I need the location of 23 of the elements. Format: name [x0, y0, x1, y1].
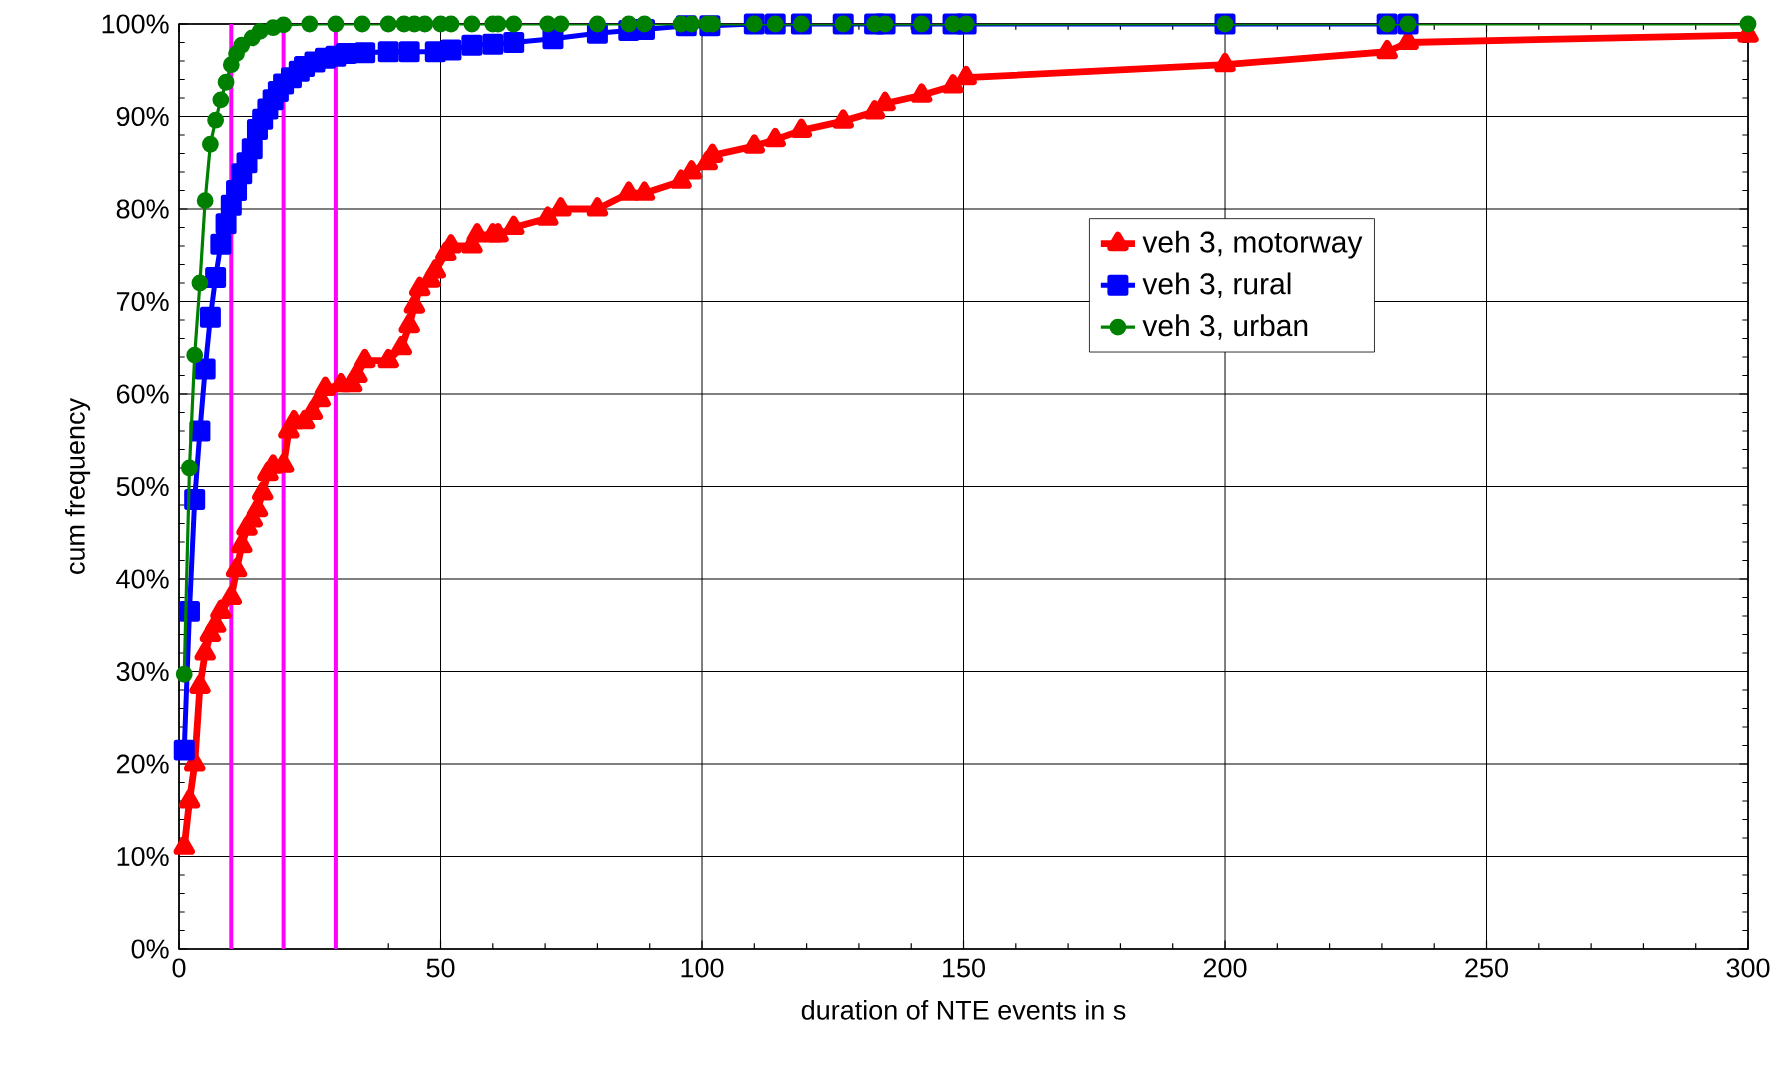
- x-tick-label: 0: [172, 958, 186, 978]
- x-tick-label: 200: [1203, 958, 1247, 978]
- y-tick-label: 70%: [116, 291, 169, 312]
- x-tick-label: 100: [681, 958, 724, 978]
- y-tick-label: 90%: [116, 106, 169, 127]
- x-tick-label: 50: [426, 958, 455, 978]
- x-axis-title: duration of NTE events in s: [801, 999, 1126, 1020]
- y-tick-label: 40%: [116, 569, 169, 589]
- y-tick-label: 80%: [116, 199, 169, 219]
- y-tick-label: 50%: [116, 476, 169, 497]
- y-tick-label: 30%: [116, 661, 169, 682]
- y-tick-label: 0%: [131, 939, 169, 959]
- y-tick-label: 60%: [116, 384, 169, 404]
- x-tick-label: 300: [1726, 958, 1770, 978]
- x-tick-label: 250: [1465, 958, 1508, 978]
- y-tick-label: 100%: [102, 14, 169, 34]
- x-tick-label: 150: [943, 958, 985, 978]
- legend-label: veh 3, rural: [1142, 272, 1291, 299]
- legend-label: veh 3, motorway: [1142, 230, 1363, 259]
- y-axis-title: cum frequency: [65, 398, 91, 574]
- legend-label: veh 3, urban: [1142, 314, 1308, 340]
- y-tick-label: 20%: [116, 754, 169, 774]
- y-tick-label: 10%: [117, 846, 169, 867]
